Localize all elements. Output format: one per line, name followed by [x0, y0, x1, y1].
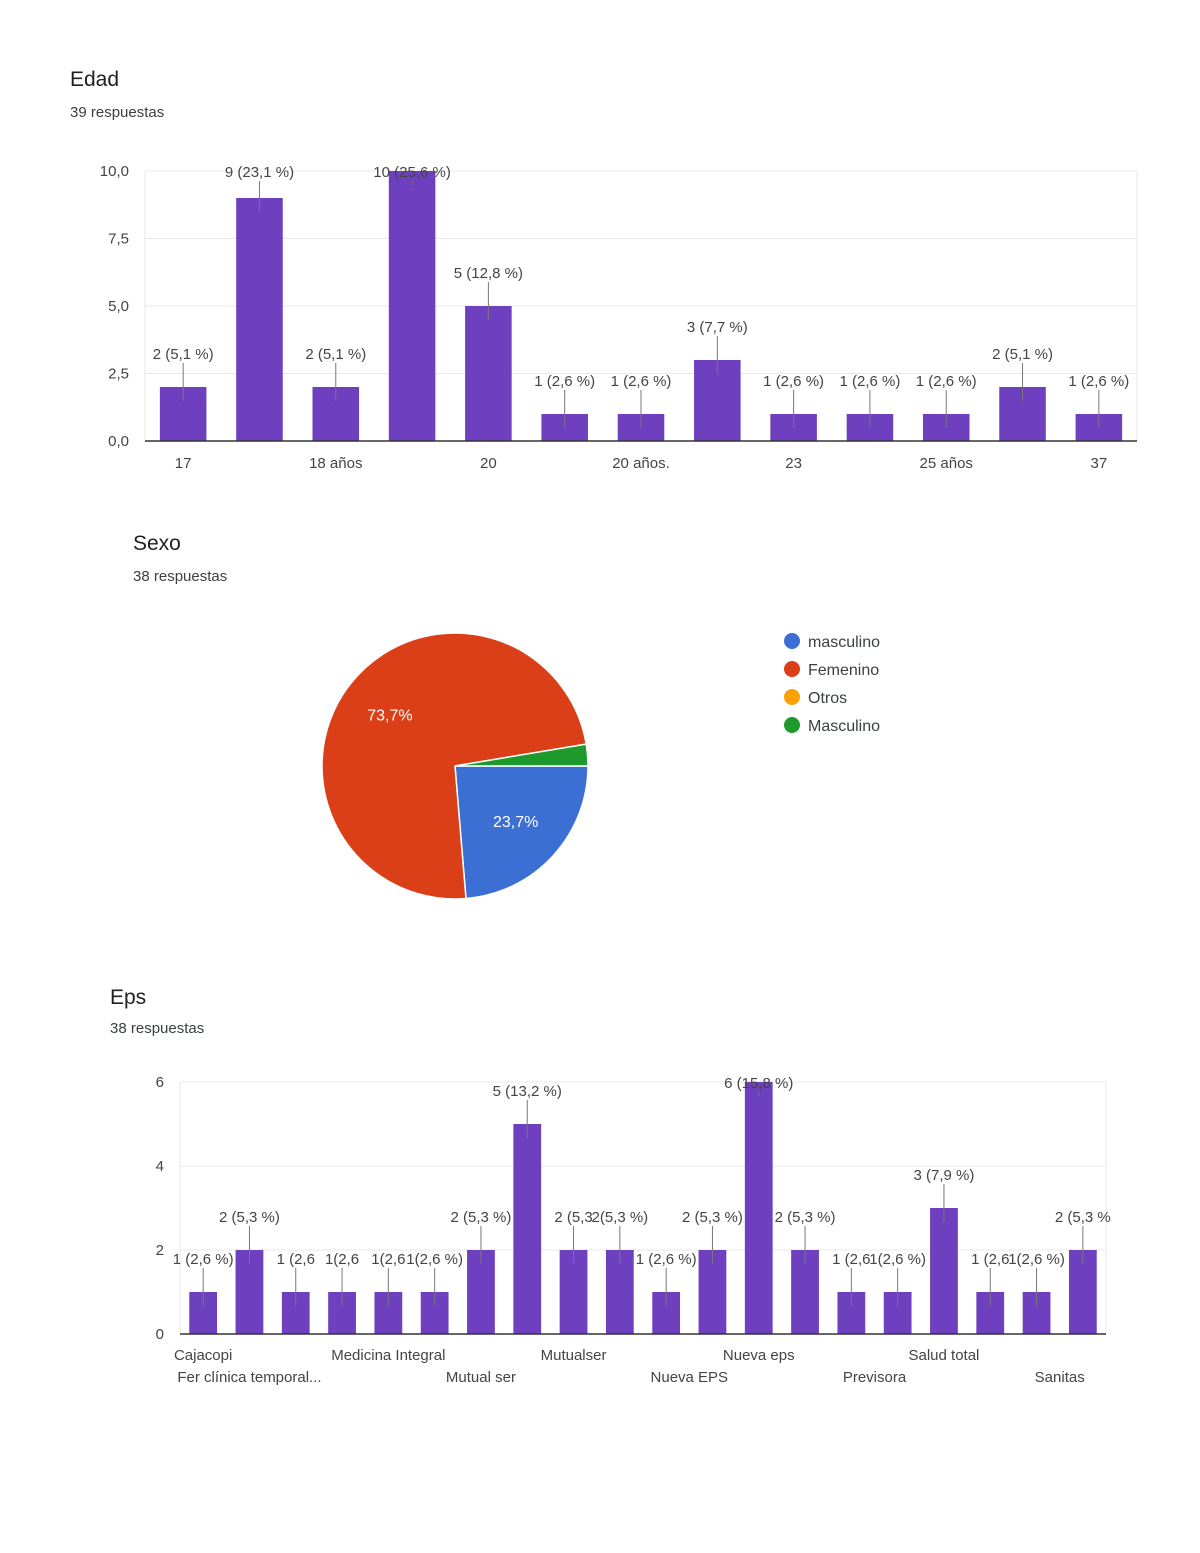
- legend-label: masculino: [808, 634, 880, 651]
- x-tick-label: Nueva EPS: [651, 1369, 729, 1386]
- x-tick-label: Nueva eps: [723, 1347, 795, 1364]
- x-tick-label: Cajacopi: [174, 1347, 232, 1364]
- legend-label: Otros: [808, 690, 847, 707]
- y-tick-label: 6: [156, 1074, 164, 1091]
- x-tick-label: 20: [480, 455, 497, 472]
- x-tick-label: 20 años.: [612, 455, 670, 472]
- y-tick-label: 0,0: [108, 433, 129, 450]
- pie-slice: [454, 765, 589, 900]
- bar-data-label: 1 (2,6 %): [916, 373, 977, 390]
- x-tick-label: Medicina Integral: [331, 1347, 445, 1364]
- legend-label: Femenino: [808, 662, 879, 679]
- bar: [930, 1208, 958, 1334]
- sexo-response-count: 38 respuestas: [133, 568, 228, 585]
- x-tick-label: Fer clínica temporal...: [177, 1369, 321, 1386]
- bar-data-label: 5 (12,8 %): [454, 265, 523, 282]
- bar-data-label: 1(2,6: [325, 1251, 359, 1268]
- bar-data-label: 2 (5,1 %): [992, 346, 1053, 363]
- bar: [236, 198, 283, 441]
- x-tick-label: Salud total: [909, 1347, 980, 1364]
- bar-data-label: 2 (5,3 %): [451, 1209, 512, 1226]
- y-tick-label: 7,5: [108, 231, 129, 248]
- y-tick-label: 2: [156, 1242, 164, 1259]
- bar-data-label: 10 (25,6 %): [373, 164, 451, 181]
- bar-data-label: 1 (2,6 %): [1068, 373, 1129, 390]
- bar-data-label: 1 (2,6 %): [173, 1251, 234, 1268]
- bar-data-label: 2 (5,1 %): [153, 346, 214, 363]
- bar: [744, 1082, 773, 1334]
- pie-percent-label: 73,7%: [367, 707, 412, 724]
- x-tick-label: Mutualser: [541, 1347, 607, 1364]
- legend-swatch: [784, 689, 800, 705]
- y-tick-label: 2,5: [108, 366, 129, 383]
- bar-data-label: 2 (5,1 %): [305, 346, 366, 363]
- bar-data-label: 1(2,6: [371, 1251, 405, 1268]
- edad-response-count: 39 respuestas: [70, 104, 165, 121]
- sexo-pie-chart: 23,7% masculino 73,7% Femenino Otros Masculin…: [321, 632, 880, 900]
- legend-swatch: [784, 633, 800, 649]
- bar-data-label: 1 (2,6: [971, 1251, 1009, 1268]
- pie-percent-label: 23,7%: [493, 814, 538, 831]
- x-tick-label: 23: [785, 455, 802, 472]
- bar-data-label: 1(2,6 %): [1008, 1251, 1065, 1268]
- x-tick-label: Sanitas: [1035, 1369, 1085, 1386]
- legend-label: Masculino: [808, 718, 880, 735]
- x-tick-label: 37: [1091, 455, 1108, 472]
- bar-data-label: 2 (5,3 %): [682, 1209, 743, 1226]
- sexo-title: Sexo: [133, 532, 181, 555]
- eps-title: Eps: [110, 986, 147, 1009]
- pie-slice: [321, 632, 588, 900]
- edad-title: Edad: [70, 68, 120, 91]
- y-tick-label: 5,0: [108, 298, 129, 315]
- eps-response-count: 38 respuestas: [110, 1020, 205, 1037]
- bar: [465, 306, 512, 441]
- bar-data-label: 6 (15,8 %): [724, 1075, 793, 1092]
- bar-data-label: 2(5,3 %): [591, 1209, 648, 1226]
- bar-data-label: 5 (13,2 %): [493, 1083, 562, 1100]
- bar-data-label: 1 (2,6 %): [839, 373, 900, 390]
- bar-data-label: 1 (2,6 %): [534, 373, 595, 390]
- x-tick-label: 17: [175, 455, 192, 472]
- y-tick-label: 4: [156, 1158, 164, 1175]
- y-tick-label: 0: [156, 1326, 164, 1343]
- x-tick-label: 18 años: [309, 455, 362, 472]
- bar-data-label: 2 (5,3 %): [219, 1209, 280, 1226]
- bar-data-label: 1 (2,6 %): [611, 373, 672, 390]
- bar-data-label: 3 (7,7 %): [687, 319, 748, 336]
- bar-data-label: 2 (5,3 %: [1055, 1209, 1111, 1226]
- bar: [388, 171, 436, 441]
- edad-bar-chart: 0,0 2,5 5,0 7,5 10,0 2 (5,1 %) 9 (23,1 %) 2 (5,…: [100, 163, 1138, 472]
- bar-data-label: 1(2,6 %): [406, 1251, 463, 1268]
- bar-data-label: 2 (5,3: [554, 1209, 592, 1226]
- bar-data-label: 3 (7,9 %): [914, 1167, 975, 1184]
- bar-data-label: 1 (2,6 %): [763, 373, 824, 390]
- legend-swatch: [784, 717, 800, 733]
- x-tick-label: Mutual ser: [446, 1369, 516, 1386]
- bar-data-label: 1(2,6 %): [869, 1251, 926, 1268]
- pie-slice: [454, 743, 589, 767]
- x-tick-label: 25 años: [920, 455, 973, 472]
- x-tick-label: Previsora: [843, 1369, 907, 1386]
- bar-data-label: 1 (2,6 %): [636, 1251, 697, 1268]
- bar-data-label: 2 (5,3 %): [775, 1209, 836, 1226]
- bar-data-label: 1 (2,6: [277, 1251, 315, 1268]
- bar-data-label: 1 (2,6: [832, 1251, 870, 1268]
- bar: [513, 1124, 542, 1334]
- legend-swatch: [784, 661, 800, 677]
- y-tick-label: 10,0: [100, 163, 129, 180]
- bar-data-label: 9 (23,1 %): [225, 164, 294, 181]
